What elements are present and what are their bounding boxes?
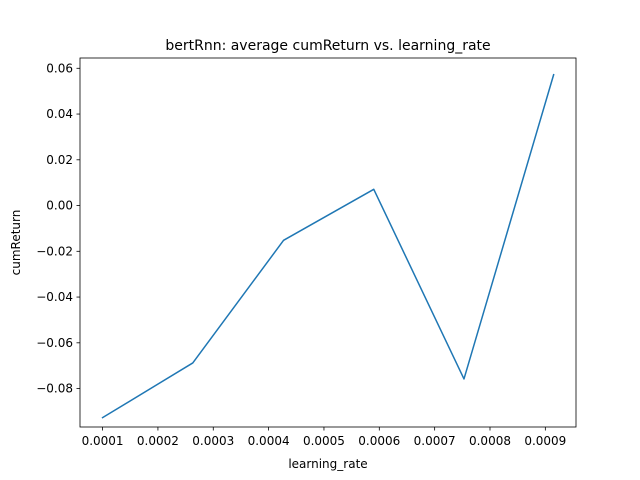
y-tick-label: 0.00 [46,199,73,213]
series-line-0 [101,73,555,419]
chart-title: bertRnn: average cumReturn vs. learning_… [165,38,490,54]
x-tick-label: 0.0004 [248,434,290,448]
x-tick-label: 0.0008 [469,434,511,448]
x-tick-label: 0.0005 [303,434,345,448]
x-tick-label: 0.0002 [137,434,179,448]
y-axis-label: cumReturn [9,210,23,276]
y-tick-label: −0.02 [36,244,73,258]
x-tick-label: 0.0003 [192,434,234,448]
data-point [192,362,194,364]
x-tick-label: 0.0001 [82,434,124,448]
y-tick-label: 0.04 [46,107,73,121]
data-point [102,417,104,419]
data-point [553,74,555,76]
data-point [373,189,375,191]
y-tick-label: −0.04 [36,290,73,304]
x-tick-label: 0.0006 [358,434,400,448]
y-tick-label: 0.02 [46,153,73,167]
y-tick-label: −0.08 [36,382,73,396]
x-tick-label: 0.0007 [414,434,456,448]
y-tick-label: −0.06 [36,336,73,350]
x-axis: 0.0001 0.0002 0.0003 0.0004 0.0005 0.0006 0.00… [82,427,566,448]
data-point [463,378,465,380]
y-axis: 0.06 0.04 0.02 0.00 −0.02 −0.04 −0.06 −0.08 [36,61,80,396]
series-layer [101,73,555,419]
y-tick-label: 0.06 [46,61,73,75]
data-point [283,240,285,242]
x-axis-label: learning_rate [288,457,367,471]
plot-area-frame [79,57,577,428]
x-tick-label: 0.0009 [524,434,566,448]
